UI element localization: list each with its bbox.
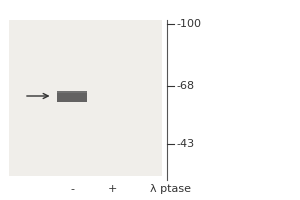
Text: λ ptase: λ ptase bbox=[150, 184, 191, 194]
Bar bbox=[57, 90, 87, 93]
Bar bbox=[57, 90, 87, 102]
Text: +: + bbox=[108, 184, 117, 194]
Text: -68: -68 bbox=[176, 81, 194, 91]
Text: -100: -100 bbox=[176, 19, 201, 29]
Text: -: - bbox=[70, 184, 74, 194]
Bar bbox=[9, 20, 162, 176]
Text: -43: -43 bbox=[176, 139, 194, 149]
